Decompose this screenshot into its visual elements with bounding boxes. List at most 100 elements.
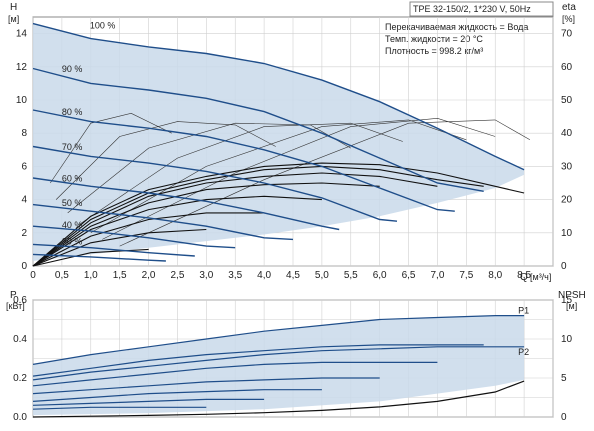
qh-speed-label: 100 % (90, 21, 116, 31)
efficiency-curve (32, 182, 380, 267)
qh-x-tick-label: 3,0 (199, 270, 213, 281)
qh-x-axis-unit: [м³/ч] (530, 272, 551, 282)
qh-speed-label: 80 % (62, 107, 83, 117)
power-y-tick-label: 0.6 (13, 295, 27, 306)
fluid-annotation: Перекачиваемая жидкость = Вода (385, 22, 528, 32)
power-curve-label: P2 (518, 347, 529, 357)
qh-y2-tick-label: 30 (561, 161, 573, 172)
qh-speed-curve (32, 225, 236, 249)
qh-speed-curve (32, 177, 340, 231)
qh-y-tick-label: 2 (21, 228, 27, 239)
npsh-tick-label: 15 (561, 295, 573, 306)
qh-x-tick-label: 8,0 (488, 270, 502, 281)
power-curve (32, 344, 484, 377)
qh-y2-axis-unit: [%] (562, 14, 575, 24)
efficiency-curve (32, 165, 484, 267)
qh-x-tick-label: 6,0 (373, 270, 387, 281)
power-curve (32, 346, 525, 381)
power-curve (32, 389, 322, 402)
qh-x-tick-label: 7,0 (430, 270, 444, 281)
qh-y-tick-label: 10 (16, 95, 28, 106)
npsh-tick-label: 5 (561, 373, 567, 384)
qh-x-tick-label: 0 (30, 270, 36, 281)
power-plot-layer: P1 P2 0.0 0.2 0.4 0.6 0 5 10 15 (13, 295, 572, 423)
qh-y2-tick-label: 70 (561, 29, 573, 40)
qh-speed-curve (32, 22, 525, 171)
power-curve (32, 398, 265, 406)
power-y-axis-label: P (10, 290, 17, 301)
chart-title: TPE 32-150/2, 1*230 V, 50Hz (413, 4, 531, 14)
qh-iso-efficiency-arc (79, 122, 403, 225)
qh-x-tick-label: 2,0 (142, 270, 156, 281)
qh-y-axis-label: H (10, 2, 17, 13)
qh-operating-range-area (33, 23, 525, 261)
power-y-tick-label: 0.2 (13, 373, 27, 384)
qh-chart: H [м] eta [%] Q [м³/ч] TPE 32-150/2, 1*2… (8, 1, 576, 283)
qh-iso-efficiency-arc (102, 117, 496, 240)
qh-iso-efficiency-arc (119, 119, 531, 247)
qh-x-axis-label: Q (520, 272, 528, 283)
qh-speed-label: 50 % (62, 198, 83, 208)
qh-y-tick-label: 8 (21, 128, 27, 139)
npsh-curve (32, 380, 525, 418)
efficiency-curve (32, 162, 525, 267)
temperature-annotation: Темп. жидкости = 20 °C (385, 34, 483, 44)
efficiency-curve (32, 228, 207, 267)
qh-x-tick-label: 5,5 (344, 270, 358, 281)
qh-x-tick-label: 1,5 (113, 270, 127, 281)
power-curve (32, 377, 380, 395)
density-annotation: Плотность = 998.2 кг/м³ (385, 46, 483, 56)
qh-y-axis-unit: [м] (8, 14, 19, 24)
qh-x-tick-label: 5,0 (315, 270, 329, 281)
qh-x-tick-label: 3,5 (228, 270, 242, 281)
power-y-axis-unit: [кВт] (6, 301, 25, 311)
qh-x-tick-label: 0,5 (55, 270, 69, 281)
qh-speed-curve (32, 145, 398, 222)
qh-speed-label: 90 % (62, 64, 83, 74)
title-box (409, 1, 554, 17)
qh-speed-curve (32, 67, 484, 192)
qh-y2-tick-label: 40 (561, 128, 573, 139)
power-y-tick-label: 0.4 (13, 334, 27, 345)
qh-x-tick-label: 6,5 (402, 270, 416, 281)
npsh-tick-label: 10 (561, 334, 573, 345)
qh-plot-layer: 100 % 90 % 80 % 70 % 60 % 50 % 40 % 30 % 0 2 4 6 8 10… (16, 17, 573, 281)
qh-y-tick-label: 14 (16, 29, 28, 40)
qh-speed-curve (32, 203, 294, 241)
power-curve (32, 315, 525, 365)
qh-x-tick-label: 8,5 (517, 270, 531, 281)
npsh-axis-unit: [м] (566, 301, 577, 311)
qh-speed-label: 30 % (62, 236, 83, 246)
qh-x-tick-label: 4,0 (257, 270, 271, 281)
qh-y-tick-label: 0 (21, 261, 27, 272)
qh-y2-tick-label: 10 (561, 228, 573, 239)
qh-y-tick-label: 6 (21, 161, 27, 172)
qh-speed-curve (32, 253, 166, 262)
power-operating-range-area (33, 315, 525, 416)
efficiency-curve (32, 172, 438, 267)
qh-speed-curve (32, 109, 455, 212)
qh-y2-tick-label: 60 (561, 62, 573, 73)
npsh-tick-label: 0 (561, 412, 567, 423)
qh-y2-tick-label: 20 (561, 195, 573, 206)
qh-speed-curve (32, 243, 195, 257)
qh-y-tick-label: 4 (21, 195, 27, 206)
power-curve (32, 406, 207, 410)
qh-speed-label: 70 % (62, 142, 83, 152)
qh-x-tick-label: 1,0 (84, 270, 98, 281)
power-y-tick-label: 0.0 (13, 412, 27, 423)
qh-x-tick-label: 4,5 (286, 270, 300, 281)
qh-y2-axis-label: eta (562, 2, 576, 13)
qh-y-tick-label: 12 (16, 62, 28, 73)
qh-y2-tick-label: 50 (561, 95, 573, 106)
npsh-axis-label: NPSH (558, 290, 586, 301)
power-chart: P [кВт] NPSH [м] P1 P2 0.0 0.2 0.4 0.6 0 5 10 15 (6, 290, 586, 423)
qh-speed-label: 60 % (62, 173, 83, 183)
power-curve (32, 361, 438, 387)
efficiency-curve (32, 195, 322, 267)
qh-iso-efficiency-arc (67, 122, 351, 214)
qh-x-tick-label: 7,5 (459, 270, 473, 281)
qh-y2-tick-label: 0 (561, 261, 567, 272)
